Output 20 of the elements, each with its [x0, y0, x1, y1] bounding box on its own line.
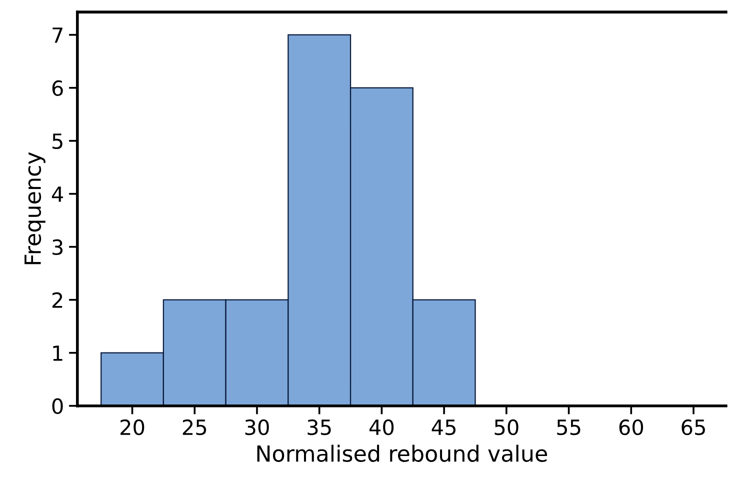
x-axis-title: Normalised rebound value — [257, 444, 547, 462]
y-tick-label: 3 — [52, 239, 63, 256]
x-tick-label: 30 — [245, 419, 269, 436]
x-tick-label: 50 — [494, 419, 518, 436]
x-tick-label: 60 — [619, 419, 644, 436]
y-tick-label: 2 — [52, 292, 62, 308]
x-tick-label: 25 — [182, 419, 206, 436]
x-tick-label: 35 — [308, 419, 331, 436]
y-tick-label: 0 — [52, 398, 63, 414]
x-tick-label: 55 — [557, 420, 580, 436]
y-tick-label: 4 — [52, 186, 64, 202]
y-tick-label: 6 — [52, 80, 63, 96]
x-tick-label: 20 — [120, 419, 144, 436]
y-tick-label: 7 — [52, 28, 62, 43]
x-tick-label: 40 — [369, 419, 394, 436]
y-tick-label: 5 — [52, 134, 62, 150]
y-tick-label: 1 — [53, 346, 62, 361]
x-tick-label: 45 — [432, 420, 456, 436]
y-axis-title: Frequency — [24, 152, 46, 264]
x-tick-label: 65 — [682, 419, 705, 436]
